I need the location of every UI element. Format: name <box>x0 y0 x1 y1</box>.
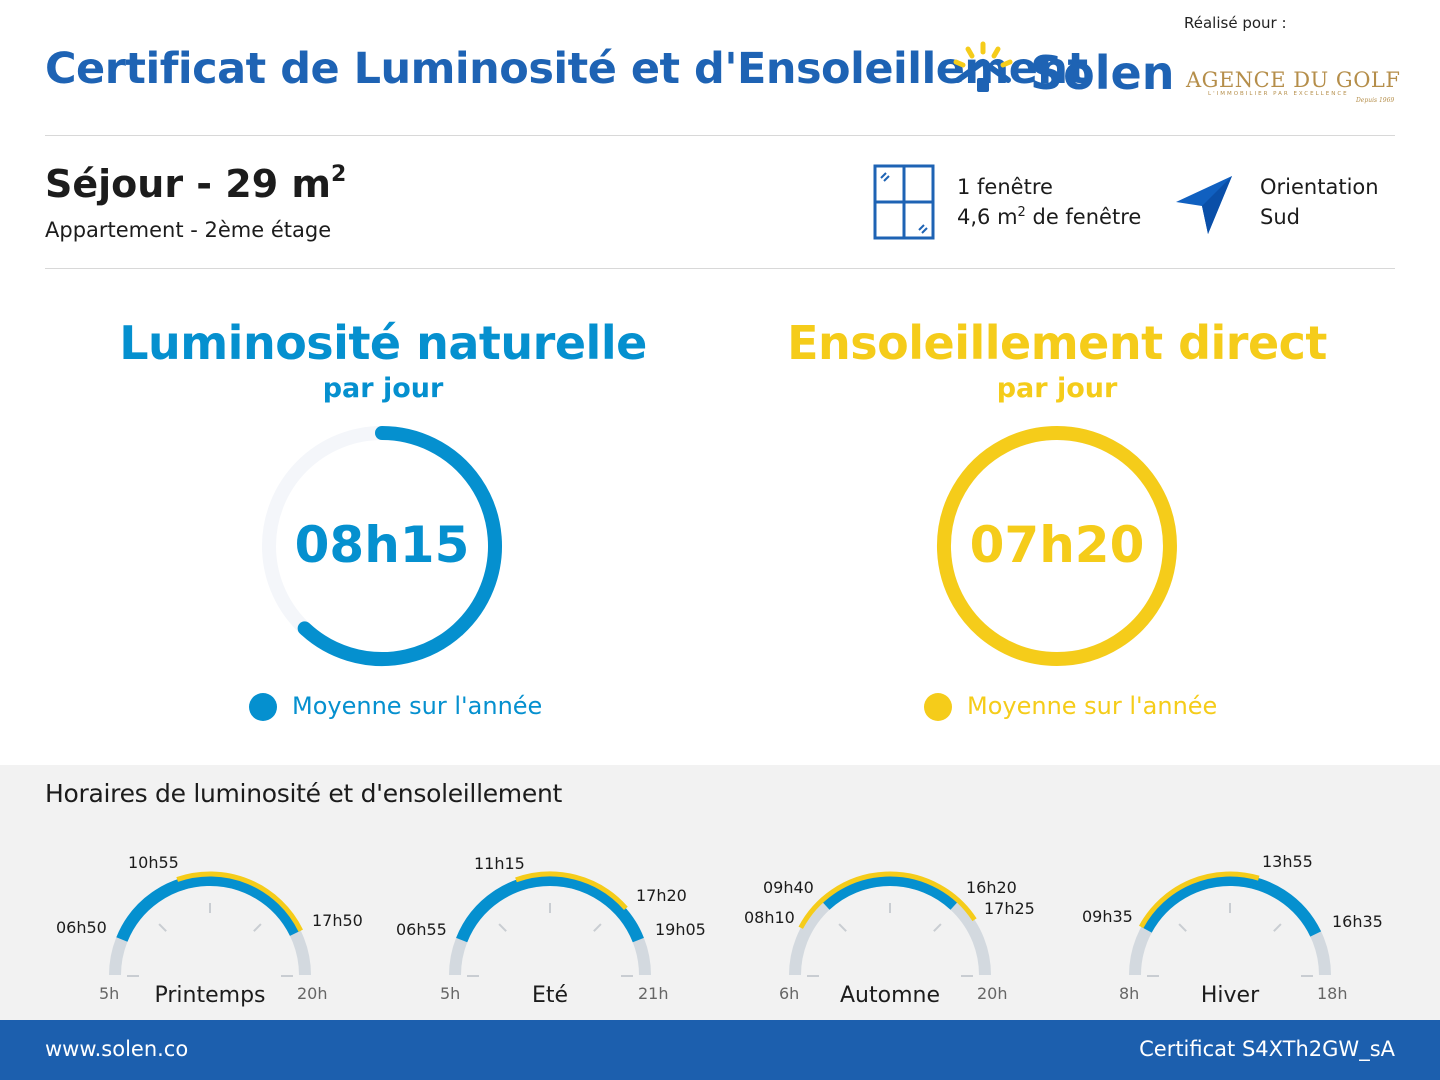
gauge-hiver <box>1129 871 1331 977</box>
ensoleillement-title: Ensoleillement direct <box>787 316 1327 370</box>
gauge-ete-light-start: 06h55 <box>396 920 447 939</box>
gauge-tick <box>158 923 167 932</box>
gauge-ete-start: 5h <box>440 984 461 1003</box>
gauge-ete-end: 21h <box>638 984 669 1003</box>
gauge-light-arc <box>116 873 301 942</box>
divider <box>45 268 1395 269</box>
ensoleillement-arc <box>936 426 1177 666</box>
luminosite-subtitle: par jour <box>322 373 444 404</box>
gauge-hiver-start-time: 09h35 <box>1082 907 1133 926</box>
partner-logo-signature: Depuis 1969 <box>1356 97 1395 104</box>
orientation-arrow-icon <box>1176 176 1232 234</box>
luminosite-legend: Moyenne sur l'année <box>292 692 543 720</box>
luminosite-legend-dot <box>249 693 277 721</box>
gauge-automne-light-start: 09h40 <box>763 878 814 897</box>
gauge-automne-light-end: 16h20 <box>966 878 1017 897</box>
windows-count: 1 fenêtre <box>957 175 1053 199</box>
gauge-hiver-name: Hiver <box>1200 983 1260 1008</box>
luminosite-title: Luminosité naturelle <box>119 316 647 370</box>
partner-logo-tagline: L'IMMOBILIER PAR EXCELLENCE <box>1208 91 1349 97</box>
gauge-ete-light-end: 19h05 <box>655 920 706 939</box>
gauge-sun-arc <box>798 871 977 929</box>
luminosite-arc <box>297 426 502 666</box>
gauge-ete <box>449 871 651 977</box>
gauge-printemps-end: 20h <box>297 984 328 1003</box>
window-area-suffix: de fenêtre <box>1025 205 1142 229</box>
realise-pour-label: Réalisé pour : <box>1184 14 1287 32</box>
gauge-tick <box>933 923 942 932</box>
window-icon <box>873 164 935 240</box>
room-title: Séjour - 29 m2 <box>45 162 346 206</box>
gauge-track <box>789 874 991 976</box>
ensoleillement-legend-dot <box>924 693 952 721</box>
schedule-title: Horaires de luminosité et d'ensoleilleme… <box>45 779 562 808</box>
window-area: 4,6 m2 de fenêtre <box>957 205 1141 229</box>
gauge-automne-end: 20h <box>977 984 1008 1003</box>
ensoleillement-legend: Moyenne sur l'année <box>967 692 1218 720</box>
gauge-ete-name: Eté <box>531 983 569 1008</box>
gauge-automne-start: 6h <box>779 984 800 1003</box>
page-title: Certificat de Luminosité et d'Ensoleille… <box>45 44 1088 94</box>
divider <box>45 135 1395 136</box>
gauge-printemps-light-end: 17h50 <box>312 911 363 930</box>
ensoleillement-value: 07h20 <box>969 516 1145 574</box>
orientation-value: Sud <box>1260 205 1300 229</box>
room-name: Séjour - 29 m <box>45 162 332 206</box>
gauge-sun-arc <box>1138 871 1260 929</box>
partner-logo-name: AGENCE DU GOLF <box>1186 68 1401 92</box>
gauge-hiver-end: 18h <box>1317 984 1348 1003</box>
solen-logo-icon <box>953 41 1013 92</box>
gauge-automne-sun-start: 08h10 <box>744 908 795 927</box>
gauge-track <box>449 874 651 976</box>
footer-certificate-id: Certificat S4XTh2GW_sA <box>1139 1037 1395 1061</box>
gauge-light-arc <box>821 874 959 910</box>
gauge-automne-sun-end: 17h25 <box>984 899 1035 918</box>
gauge-ete-sun-start: 11h15 <box>474 854 525 873</box>
window-area-value: 4,6 m <box>957 205 1018 229</box>
gauge-printemps-name: Printemps <box>154 983 266 1008</box>
gauge-printemps-start: 5h <box>99 984 120 1003</box>
gauge-track <box>1129 874 1331 976</box>
ensoleillement-donut <box>936 426 1177 666</box>
gauge-light-arc <box>1141 874 1322 937</box>
gauge-printemps <box>109 871 311 977</box>
gauge-sun-arc <box>515 871 628 911</box>
gauge-tick <box>1273 923 1282 932</box>
ensoleillement-subtitle: par jour <box>996 373 1118 404</box>
gauge-printemps-light-start: 06h50 <box>56 918 107 937</box>
gauge-tick <box>838 923 847 932</box>
gauge-tick <box>1178 923 1187 932</box>
luminosite-donut <box>262 426 502 666</box>
orientation-label: Orientation <box>1260 175 1379 199</box>
gauge-light-arc <box>456 874 644 943</box>
window-area-sup: 2 <box>1017 205 1026 220</box>
gauge-automne-name: Automne <box>840 983 940 1008</box>
gauge-tick <box>253 923 262 932</box>
gauge-sun-arc <box>176 871 303 932</box>
gauge-tick <box>498 923 507 932</box>
gauge-hiver-light-end: 16h35 <box>1332 912 1383 931</box>
room-subtitle: Appartement - 2ème étage <box>45 218 332 242</box>
footer-bar <box>0 1020 1440 1080</box>
gauge-printemps-sun-start: 10h55 <box>128 853 179 872</box>
schedule-section <box>0 765 1440 1020</box>
gauge-automne <box>789 871 991 977</box>
room-area-sup: 2 <box>331 162 347 187</box>
gauge-hiver-sun-end: 13h55 <box>1262 852 1313 871</box>
solen-brand-name: Solen <box>1030 46 1175 100</box>
gauge-ete-sun-end: 17h20 <box>636 886 687 905</box>
gauge-track <box>109 874 311 976</box>
gauge-tick <box>593 923 602 932</box>
gauge-hiver-start: 8h <box>1119 984 1140 1003</box>
footer-website-link[interactable]: www.solen.co <box>45 1037 189 1061</box>
luminosite-value: 08h15 <box>294 516 470 574</box>
